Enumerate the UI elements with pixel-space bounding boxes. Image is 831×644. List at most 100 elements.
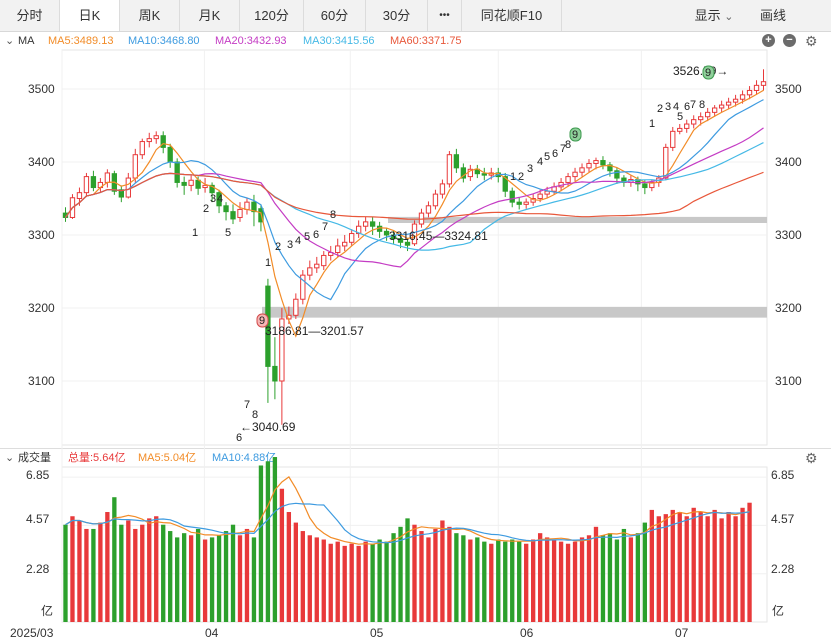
volume-bar xyxy=(84,528,89,622)
ma60-line xyxy=(65,171,764,220)
volume-bar xyxy=(133,528,138,622)
candle-body xyxy=(376,225,383,232)
volume-plot-frame xyxy=(61,466,768,623)
candle-body xyxy=(684,123,690,129)
candle-body xyxy=(139,141,145,156)
candle-body xyxy=(181,181,187,186)
volume-bar xyxy=(412,524,417,622)
collapse-icon[interactable]: ⌄ xyxy=(5,35,15,47)
tab-f10[interactable]: 同花顺F10 xyxy=(462,0,562,31)
volume-ma10: MA10:4.88亿 xyxy=(212,452,277,464)
price-tick-label-right: 3200 xyxy=(775,301,802,315)
volume-bar xyxy=(551,539,557,622)
volume-bar xyxy=(510,539,515,622)
candle-body xyxy=(160,135,166,148)
volume-bar xyxy=(363,541,368,622)
candle-body xyxy=(195,179,201,189)
volume-bar xyxy=(335,541,340,622)
candle-body xyxy=(593,160,599,164)
candle-body xyxy=(188,179,194,186)
candle-body xyxy=(607,164,613,172)
price-tick-label-left: 3200 xyxy=(28,301,55,315)
display-dropdown[interactable]: 显示 ⌄ xyxy=(682,0,746,31)
volume-bar xyxy=(314,537,319,622)
candle-body xyxy=(432,193,439,207)
ma30-value: MA30:3415.56 xyxy=(303,35,375,47)
volume-bar xyxy=(370,543,375,622)
tab-60min[interactable]: 60分 xyxy=(304,0,366,31)
volume-bar xyxy=(670,509,675,622)
candle-body xyxy=(425,205,432,214)
candle-body xyxy=(642,183,648,189)
volume-bar xyxy=(447,526,452,622)
tab-monthly-k[interactable]: 月K xyxy=(180,0,240,31)
minus-icon[interactable]: − xyxy=(783,34,796,47)
plus-icon[interactable]: + xyxy=(762,34,775,47)
volume-bar xyxy=(91,528,96,622)
price-tick-label-left: 3400 xyxy=(28,155,55,169)
gear-icon[interactable]: ⚙ xyxy=(805,450,818,466)
draw-line-button[interactable]: 画线 xyxy=(759,8,786,23)
volume-bar xyxy=(517,541,522,622)
volume-indicator-name[interactable]: 成交量 xyxy=(18,452,51,464)
collapse-icon[interactable]: ⌄ xyxy=(5,452,15,464)
candle-body xyxy=(446,154,453,185)
volume-bar xyxy=(195,528,201,622)
volume-bar xyxy=(579,537,585,622)
price-tick-label-left: 3300 xyxy=(28,228,55,242)
candle-body xyxy=(125,177,131,198)
volume-bar xyxy=(223,531,229,622)
ma10-line xyxy=(65,99,764,301)
chart-period-toolbar: 分时 日K 周K 月K 120分 60分 30分 ••• 同花顺F10 显示 ⌄… xyxy=(0,0,831,32)
volume-ma5: MA5:5.04亿 xyxy=(138,452,197,464)
tab-120min[interactable]: 120分 xyxy=(240,0,304,31)
volume-bar xyxy=(175,537,180,622)
td-count-mark: 3 xyxy=(665,101,671,113)
volume-tick-label-left: 4.57 xyxy=(26,512,50,526)
indicator-name[interactable]: MA xyxy=(18,35,35,47)
ma30-line xyxy=(65,142,764,251)
volume-bar xyxy=(468,539,473,622)
volume-bar xyxy=(705,516,710,622)
td-count-mark: 1 xyxy=(265,257,271,269)
volume-bar xyxy=(342,545,347,622)
tab-daily-k[interactable]: 日K xyxy=(60,0,120,31)
candle-body xyxy=(635,179,641,185)
tab-weekly-k[interactable]: 周K xyxy=(120,0,180,31)
td-count-mark: 4 xyxy=(217,193,223,205)
date-axis-label: 04 xyxy=(205,626,219,640)
candle-body xyxy=(509,190,515,203)
tab-intraday[interactable]: 分时 xyxy=(0,0,60,31)
volume-bar xyxy=(530,539,536,622)
candle-body xyxy=(202,184,208,189)
more-periods-button[interactable]: ••• xyxy=(428,0,462,31)
volume-tick-label-right: 2.28 xyxy=(771,562,795,576)
td-count-mark: 5 xyxy=(225,227,231,239)
volume-bar xyxy=(656,516,661,622)
candle-body xyxy=(293,298,299,316)
candle-body xyxy=(369,221,376,227)
candle-body xyxy=(600,160,606,166)
volume-bar xyxy=(677,512,682,622)
volume-bar xyxy=(663,514,668,622)
td-count-mark: 5 xyxy=(544,151,550,163)
ma20-value: MA20:3432.93 xyxy=(215,35,287,47)
volume-bar xyxy=(279,488,285,622)
gear-icon[interactable]: ⚙ xyxy=(805,33,818,49)
candle-body xyxy=(530,198,536,203)
volume-bar xyxy=(140,524,145,622)
tab-30min[interactable]: 30分 xyxy=(366,0,428,31)
candle-body xyxy=(572,171,578,178)
candle-body xyxy=(216,192,222,207)
candle-body xyxy=(725,101,732,106)
volume-bar xyxy=(482,541,487,622)
volume-bar xyxy=(209,537,215,622)
candle-body xyxy=(523,201,529,205)
ma60-value: MA60:3371.75 xyxy=(390,35,462,47)
volume-bar xyxy=(461,535,466,622)
candle-body xyxy=(453,154,460,169)
volume-bar xyxy=(307,535,312,622)
volume-bar xyxy=(712,509,717,622)
price-plot-frame xyxy=(61,49,768,446)
